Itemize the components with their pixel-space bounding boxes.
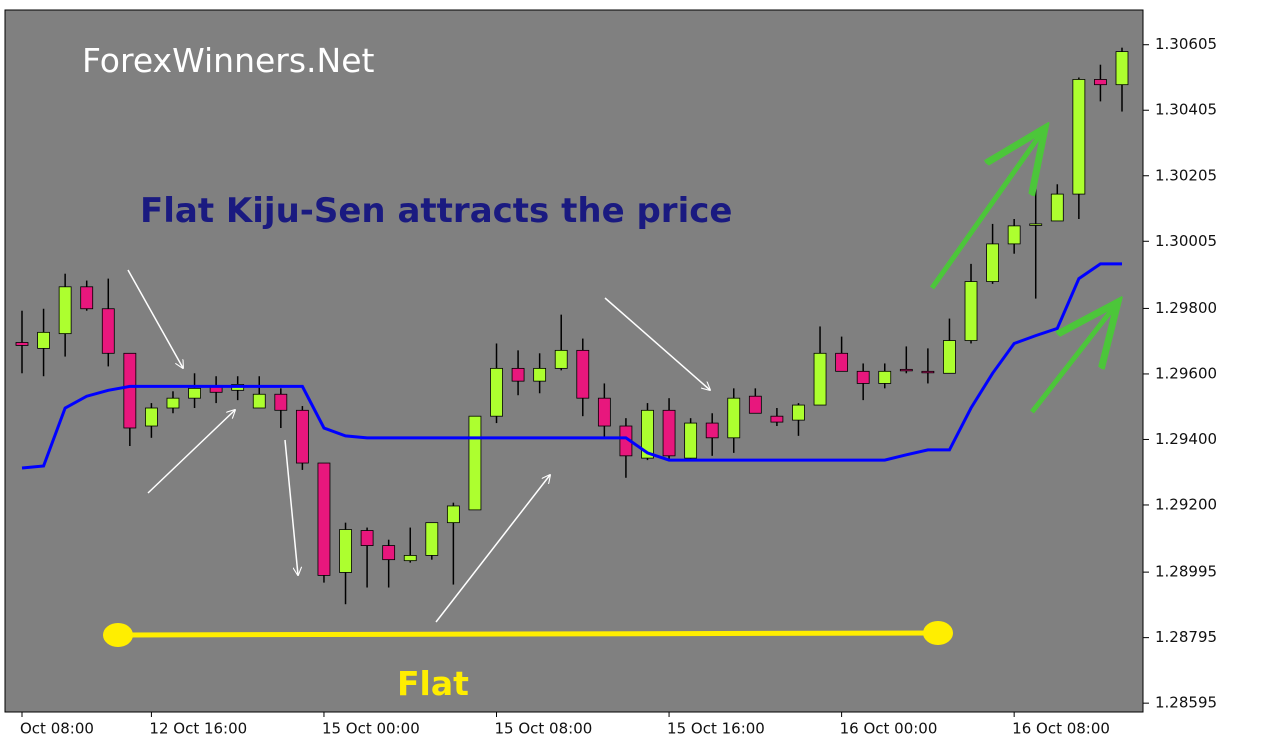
- x-tick-label: 12 Oct 16:00: [149, 720, 247, 738]
- candle-body: [37, 331, 50, 349]
- candle-body: [662, 409, 676, 457]
- x-tick-label: 16 Oct 00:00: [840, 720, 938, 738]
- candle-body: [813, 352, 827, 406]
- candle-body: [727, 397, 741, 439]
- flat-range: [103, 621, 953, 647]
- arrow: [1030, 302, 1118, 414]
- candle-body: [446, 505, 460, 524]
- candle-body: [425, 522, 439, 556]
- arrow: [147, 410, 235, 494]
- y-tick-label: 1.30405: [1155, 101, 1217, 119]
- candle-body: [899, 368, 913, 372]
- candle-body: [252, 393, 266, 409]
- flat-dot: [103, 623, 133, 647]
- flat-dot: [923, 621, 953, 645]
- candle-body: [166, 397, 180, 409]
- candle-body: [1072, 79, 1086, 195]
- candle-body: [317, 462, 331, 576]
- y-tick-label: 1.29200: [1155, 495, 1217, 513]
- candle-body: [511, 367, 525, 382]
- candle-body: [943, 340, 956, 374]
- plot-area: [4, 9, 1144, 713]
- candle-body: [1007, 225, 1021, 245]
- x-tick-label: 15 Oct 00:00: [322, 720, 420, 738]
- annotation: Flat: [397, 664, 469, 703]
- y-tick-label: 1.28995: [1155, 563, 1217, 581]
- candle-body: [1050, 193, 1064, 222]
- x-tick-label: 16 Oct 08:00: [1012, 720, 1110, 738]
- flat-line: [117, 630, 939, 638]
- candle-body: [15, 342, 29, 346]
- candle-body: [835, 352, 849, 372]
- arrow: [284, 439, 298, 575]
- candle-body: [295, 409, 309, 464]
- candle-body: [339, 529, 352, 573]
- candle-body: [921, 370, 935, 374]
- arrow: [127, 269, 183, 368]
- x-tick-label: 15 Oct 16:00: [667, 720, 765, 738]
- candle-body: [986, 243, 999, 282]
- candle-body: [1115, 51, 1129, 86]
- candle-body: [964, 281, 978, 341]
- candle-body: [684, 422, 698, 459]
- candle-body: [274, 393, 288, 411]
- y-tick-label: 1.29800: [1155, 299, 1217, 317]
- candle-body: [360, 530, 374, 546]
- candle-body: [123, 352, 137, 429]
- candle-body: [576, 349, 590, 399]
- kijun-line: [21, 262, 1122, 470]
- x-tick-label: 15 Oct 08:00: [495, 720, 593, 738]
- candle-body: [554, 349, 568, 369]
- y-tick-label: 1.29600: [1155, 364, 1217, 382]
- candle-body: [58, 286, 72, 335]
- arrow: [604, 297, 710, 390]
- candle-body: [490, 367, 503, 417]
- marks: [15, 47, 1129, 605]
- chart-title: ForexWinners.Net: [82, 41, 375, 80]
- candle-body: [641, 409, 654, 459]
- annotation-arrows: [127, 128, 1118, 623]
- y-tick-label: 1.30205: [1155, 166, 1217, 184]
- y-tick-label: 1.29400: [1155, 430, 1217, 448]
- candle-body: [188, 387, 201, 399]
- candle-body: [878, 370, 892, 384]
- candle-body: [382, 545, 396, 561]
- y-tick-label: 1.28795: [1155, 628, 1217, 646]
- candle-body: [403, 555, 417, 562]
- candle-body: [1029, 223, 1043, 226]
- y-tick-label: 1.30005: [1155, 232, 1217, 250]
- candle-body: [1094, 79, 1107, 86]
- candle-body: [770, 415, 784, 423]
- arrow: [435, 475, 550, 623]
- candle-body: [792, 404, 805, 421]
- candle-body: [856, 370, 870, 384]
- candle-body: [468, 415, 482, 511]
- arrow: [929, 128, 1045, 290]
- candle-body: [80, 286, 94, 310]
- y-tick-label: 1.30605: [1155, 35, 1217, 53]
- annotation: Flat Kiju-Sen attracts the price: [140, 191, 732, 231]
- x-tick-label: Oct 08:00: [20, 720, 94, 738]
- candle-body: [597, 397, 611, 427]
- candle-body: [101, 308, 115, 354]
- candle-body: [705, 422, 719, 439]
- candle-body: [145, 407, 158, 427]
- candle-body: [748, 395, 762, 414]
- y-tick-label: 1.28595: [1155, 694, 1217, 712]
- candle-body: [533, 367, 547, 382]
